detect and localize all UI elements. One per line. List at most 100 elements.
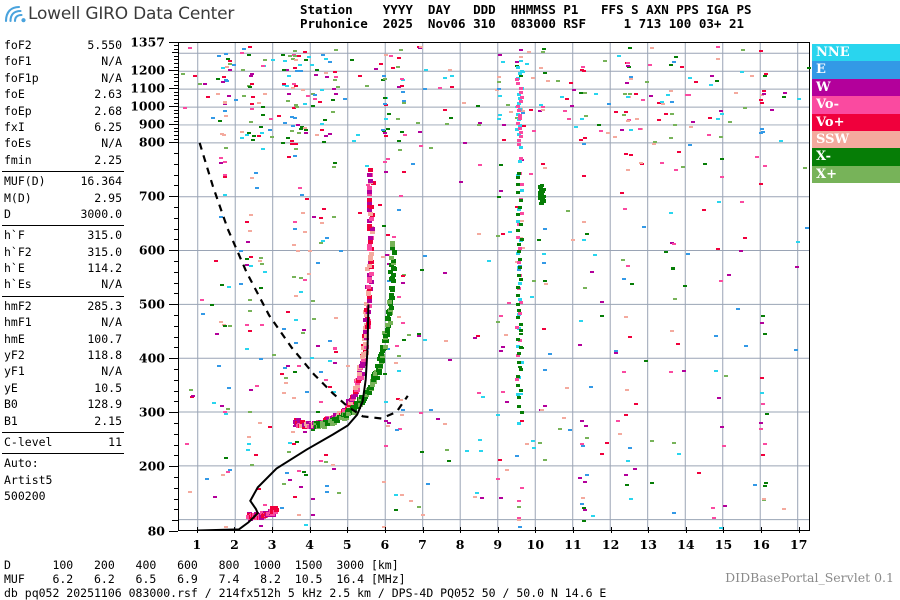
scatter-point (625, 96, 630, 99)
legend-item-ssw[interactable]: SSW (812, 130, 900, 149)
legend-item-nne[interactable]: NNE (812, 44, 900, 62)
scatter-point (516, 108, 521, 112)
scatter-point (286, 136, 291, 139)
scatter-point (312, 94, 317, 97)
parameter-name: h`E (4, 261, 25, 276)
scatter-point (516, 396, 521, 400)
scatter-point (284, 69, 289, 72)
y-tick-minor (174, 77, 178, 79)
y-tick-minor (172, 304, 178, 306)
scatter-point (212, 495, 217, 498)
scatter-point (193, 74, 198, 77)
scatter-point (374, 68, 379, 71)
scatter-point (497, 53, 502, 56)
scatter-point (499, 163, 504, 166)
scatter-point (311, 429, 316, 432)
scatter-point (417, 332, 422, 335)
scatter-point (761, 93, 766, 96)
scatter-point (781, 507, 786, 510)
scatter-point (656, 101, 661, 104)
scatter-point (519, 278, 524, 282)
echo-trace-point (369, 226, 375, 231)
scatter-point (538, 186, 543, 190)
legend-panel: NNE E W Vo- Vo+ SSW X- X+ (812, 44, 900, 184)
y-tick-minor (174, 109, 178, 111)
scatter-point (761, 454, 765, 457)
legend-item-e[interactable]: E (812, 61, 900, 79)
scatter-point (321, 240, 325, 242)
scatter-point (331, 391, 336, 394)
legend-item-vo-[interactable]: Vo- (812, 96, 900, 114)
scatter-point (582, 137, 587, 139)
scatter-point (223, 175, 228, 178)
scatter-point (761, 315, 766, 318)
scatter-point (248, 229, 252, 232)
scatter-point (739, 250, 744, 253)
ionogram-plot[interactable] (178, 42, 811, 531)
scatter-point (420, 269, 425, 272)
scatter-point (637, 127, 642, 130)
scatter-point (227, 325, 232, 327)
scatter-point (226, 470, 231, 473)
x-axis: 1 2 3 4 5 6 7 8 9 10 11 12 13 14 15 16 17 (178, 527, 810, 555)
scatter-point (516, 102, 521, 106)
scatter-point (299, 277, 304, 279)
scatter-point (714, 370, 719, 373)
y-tick-minor (174, 138, 178, 140)
scatter-point (568, 81, 573, 84)
scatter-point (248, 410, 253, 413)
legend-item-x-[interactable]: X- (812, 148, 900, 166)
legend-item-x-[interactable]: X+ (812, 165, 900, 184)
echo-trace-point (359, 395, 365, 400)
echo-trace-point (351, 406, 357, 411)
scatter-point (245, 347, 250, 350)
scatter-point (351, 140, 356, 143)
legend-item-vo-[interactable]: Vo+ (812, 113, 900, 131)
scatter-point (688, 76, 692, 79)
scatter-point (219, 321, 223, 324)
scatter-point (516, 173, 521, 177)
parameter-divider (2, 295, 124, 297)
scatter-point (580, 503, 585, 506)
scatter-point (518, 393, 523, 395)
parameter-name: C-level (4, 434, 53, 449)
echo-trace-point (376, 368, 382, 373)
scatter-point (642, 225, 647, 228)
echo-trace-point (367, 235, 373, 240)
legend-item-w[interactable]: W (812, 78, 900, 97)
scatter-point (288, 441, 293, 444)
scatter-point (715, 46, 720, 49)
scatter-point (328, 133, 333, 136)
scatter-point (518, 322, 523, 326)
parameter-value: N/A (101, 315, 122, 330)
scatter-point (515, 252, 520, 255)
scatter-point (271, 59, 276, 62)
scatter-point (399, 84, 404, 87)
scatter-point (217, 364, 221, 367)
scatter-point (247, 84, 252, 87)
scatter-point (674, 56, 679, 59)
scatter-point (583, 424, 588, 427)
scatter-point (400, 493, 405, 496)
scatter-point (450, 85, 455, 88)
scatter-point (293, 228, 297, 231)
parameter-value: 2.68 (94, 103, 122, 118)
y-tick-minor (174, 127, 178, 129)
x-tick-label: 2 (230, 537, 239, 552)
scatter-point (519, 211, 524, 215)
scatter-point (519, 130, 523, 134)
scatter-point (616, 54, 621, 57)
parameter-value: 2.15 (94, 413, 122, 428)
echo-trace-point (366, 189, 372, 194)
scatter-point (515, 219, 520, 223)
x-tick-mark (422, 527, 424, 533)
scatter-point (239, 137, 244, 140)
scatter-point (541, 253, 546, 256)
x-tick-label: 12 (601, 537, 620, 552)
scatter-point (323, 134, 328, 137)
parameter-row: h`Es N/A (0, 277, 126, 293)
scatter-point (567, 117, 572, 120)
scatter-point (761, 403, 766, 406)
scatter-point (396, 56, 401, 59)
scatter-point (623, 92, 628, 95)
